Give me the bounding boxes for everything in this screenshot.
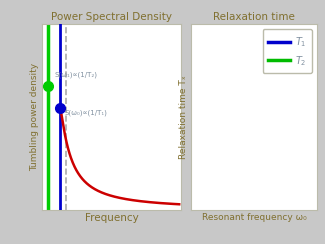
- Y-axis label: Tumbling power density: Tumbling power density: [31, 63, 39, 171]
- Y-axis label: Relaxation time Tₓ: Relaxation time Tₓ: [179, 75, 188, 159]
- Title: Relaxation time: Relaxation time: [213, 12, 295, 22]
- X-axis label: Resonant frequency ω₀: Resonant frequency ω₀: [202, 213, 306, 222]
- X-axis label: Frequency: Frequency: [84, 213, 138, 223]
- Title: Power Spectral Density: Power Spectral Density: [51, 12, 172, 22]
- Text: S(ω₁)∝(1/T₂): S(ω₁)∝(1/T₂): [55, 72, 98, 78]
- Legend: $T_1$, $T_2$: $T_1$, $T_2$: [263, 29, 312, 73]
- Text: S(ω₀)∝(1/T₁): S(ω₀)∝(1/T₁): [64, 110, 107, 116]
